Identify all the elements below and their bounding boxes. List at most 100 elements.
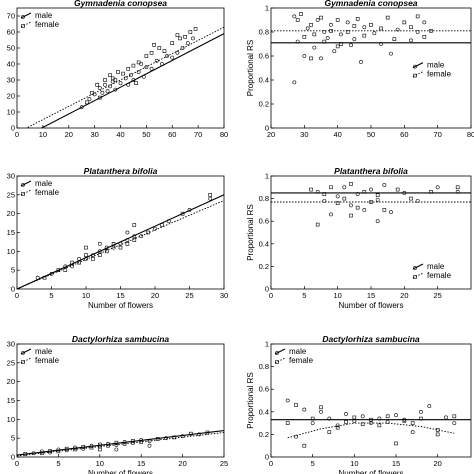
data-point-female [118, 245, 123, 250]
legend-line-male [20, 348, 32, 355]
data-point-male [81, 446, 86, 451]
data-point-female [309, 187, 313, 192]
x-tick-label: 10 [333, 291, 341, 300]
x-tick-label: 60 [400, 130, 408, 139]
x-axis-label: Number of flowers [339, 301, 404, 310]
data-point-female [309, 22, 313, 27]
legend-label-female: female [35, 20, 60, 29]
y-axis-label: Proportional RS [246, 40, 255, 96]
data-point-female [369, 200, 373, 204]
data-point-male [159, 62, 164, 66]
y-tick-label: 0 [11, 453, 15, 462]
data-point-female [382, 208, 387, 212]
data-point-female [369, 417, 373, 422]
data-point-female [392, 37, 397, 42]
data-point-male [409, 38, 413, 43]
data-point-male [144, 65, 149, 70]
data-point-female [56, 449, 61, 454]
data-point-male [327, 416, 332, 421]
data-point-female [342, 196, 347, 201]
data-point-male [444, 415, 448, 420]
data-point-female [415, 14, 420, 19]
y-tick-label: 60 [7, 28, 15, 37]
data-point-female [134, 81, 138, 85]
y-tick-label: 1 [265, 4, 269, 13]
legend-label-female: female [289, 356, 314, 365]
legend-marker-male [275, 351, 279, 355]
data-point-male [125, 238, 130, 242]
data-point-male [118, 81, 123, 86]
legend-marker-female [21, 24, 25, 28]
data-point-female [40, 451, 44, 456]
data-point-female [42, 275, 47, 280]
y-tick-label: 15 [7, 396, 15, 405]
x-tick-label: 40 [116, 130, 124, 139]
data-point-male [154, 58, 159, 63]
fit-line-female [17, 200, 224, 289]
data-point-female [294, 403, 298, 407]
data-point-female [435, 432, 440, 437]
data-point-female [48, 449, 52, 453]
data-point-female [125, 242, 130, 246]
data-point-male [122, 440, 127, 444]
legend-label-male: male [35, 347, 53, 356]
x-tick-label: 5 [56, 459, 60, 468]
fit-line-male [17, 430, 224, 456]
data-point-male [452, 421, 457, 426]
fit-line-female [287, 422, 455, 439]
data-point-female [309, 56, 313, 61]
data-point-female [64, 446, 69, 451]
data-point-female [23, 452, 28, 456]
data-point-female [302, 443, 307, 448]
x-tick-label: 0 [15, 291, 19, 300]
legend-marker-female [413, 275, 417, 279]
x-tick-label: 0 [15, 459, 19, 468]
data-point-female [103, 78, 107, 82]
y-tick-label: 10 [7, 247, 15, 256]
data-point-male [147, 443, 152, 448]
y-tick-label: 0 [11, 285, 15, 294]
data-point-female [170, 41, 175, 46]
x-tick-label: 5 [302, 291, 306, 300]
data-point-female [136, 60, 141, 65]
data-point-female [402, 20, 407, 25]
x-tick-label: 15 [392, 459, 400, 468]
data-point-female [116, 70, 120, 74]
y-tick-label: 0.4 [259, 407, 269, 416]
data-point-male [187, 207, 192, 212]
data-point-female [360, 422, 365, 427]
legend-marker-female [413, 73, 417, 78]
data-point-male [394, 413, 398, 418]
data-point-female [183, 34, 187, 39]
y-tick-label: 0.8 [259, 194, 269, 203]
data-point-female [355, 205, 360, 210]
legend-line-male [20, 180, 32, 187]
data-point-male [136, 70, 141, 74]
y-tick-label: 5 [11, 266, 15, 275]
data-point-female [188, 30, 193, 34]
data-point-male [344, 412, 348, 416]
data-point-female [104, 249, 109, 254]
data-point-female [157, 46, 162, 50]
chart-panel-5: Dactylorhiza sambucina 0 5 10 15 20 25 0 5 10 15 20… [7, 334, 229, 474]
data-point-male [97, 86, 102, 90]
y-tick-label: 25 [7, 358, 15, 367]
data-point-male [329, 22, 333, 27]
x-tick-label: 50 [367, 130, 375, 139]
data-point-female [73, 447, 77, 452]
data-point-female [452, 414, 457, 419]
y-tick-label: 0.8 [259, 362, 269, 371]
data-point-male [132, 234, 137, 239]
chart-title: Dactylorhiza sambucina [322, 334, 420, 344]
data-point-female [352, 24, 357, 28]
data-point-female [315, 222, 320, 227]
data-point-male [345, 20, 350, 25]
data-point-female [84, 253, 88, 257]
chart-panel-1: Gymnadenia conopsea 0 10 20 30 40 50 60 70 80 0 10 2… [7, 0, 229, 139]
x-tick-label: 60 [168, 130, 176, 139]
data-point-male [395, 27, 400, 32]
data-point-male [312, 45, 317, 50]
